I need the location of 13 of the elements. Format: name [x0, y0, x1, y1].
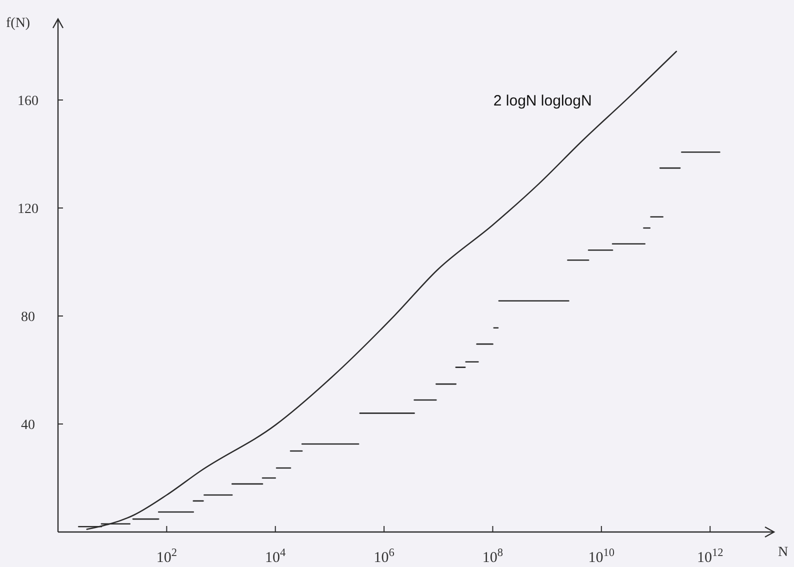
y-tick-label: 40 — [21, 418, 35, 433]
y-axis-title: f(N) — [6, 16, 30, 31]
y-tick-label: 80 — [21, 310, 35, 325]
x-tick-label: 10$^{6}$ — [374, 547, 395, 566]
x-axis-title: N — [778, 545, 788, 560]
series-label: 2 logN loglogN — [493, 92, 592, 110]
x-tick-label: 10$^{10}$ — [588, 547, 615, 566]
x-tick-label: 10$^{8}$ — [482, 547, 504, 566]
y-tick-label: 120 — [18, 202, 38, 217]
x-tick-label: 10$^{12}$ — [696, 547, 724, 566]
x-tick-label: 10$^{4}$ — [265, 547, 286, 566]
y-tick-label: 160 — [18, 94, 38, 109]
x-tick-label: 10$^{2}$ — [156, 547, 177, 566]
